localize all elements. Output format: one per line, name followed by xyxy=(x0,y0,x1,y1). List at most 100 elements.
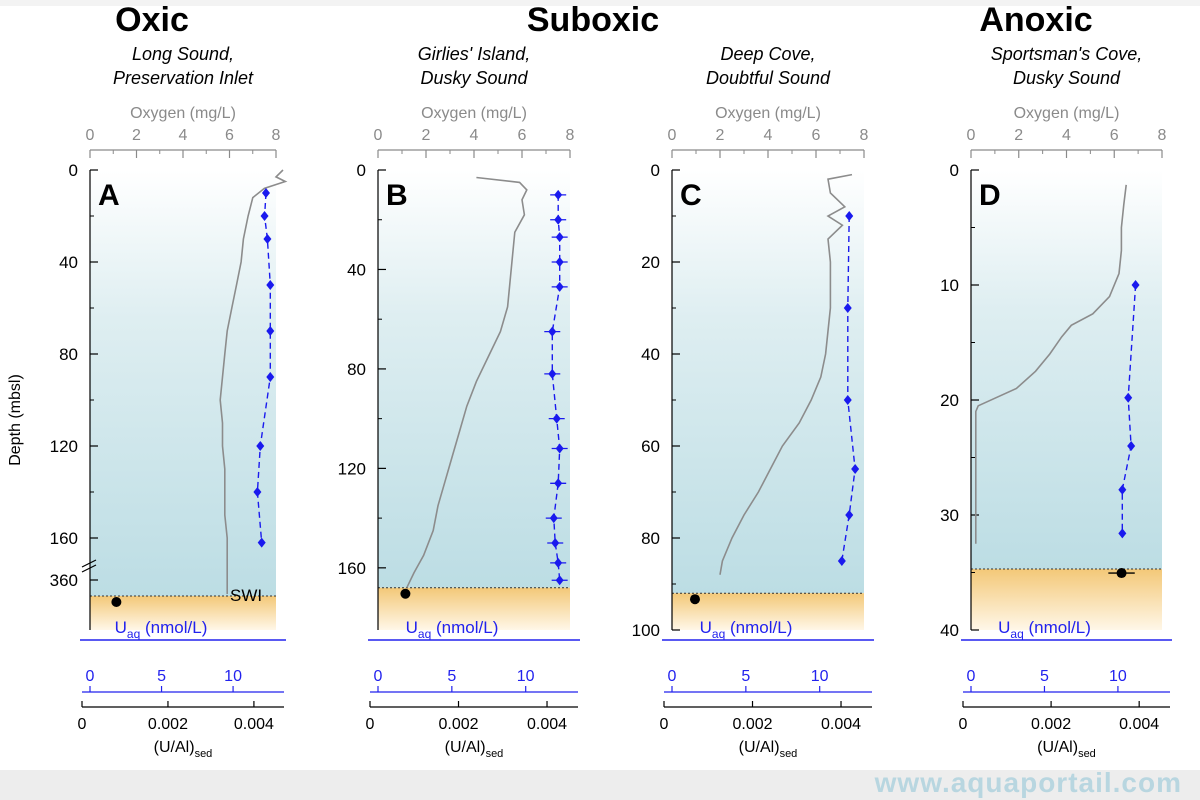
uranium-point xyxy=(554,189,563,200)
uranium-point xyxy=(555,257,564,267)
uranium-point xyxy=(554,557,563,568)
uaq-axis-label-main: U xyxy=(998,618,1010,637)
oxygen-tick-label: 4 xyxy=(1062,127,1071,144)
depth-tick-label: 100 xyxy=(632,621,660,640)
uranium-point xyxy=(554,478,563,489)
uranium-point xyxy=(837,556,846,566)
used-tick-label: 0.002 xyxy=(438,716,478,733)
uranium-point xyxy=(263,234,272,244)
site-name-line2: Dusky Sound xyxy=(420,68,528,88)
depth-tick-label: 40 xyxy=(347,260,366,279)
oxygen-axis-label: Oxygen (mg/L) xyxy=(1014,105,1120,122)
uranium-point xyxy=(551,537,560,548)
site-name-line2: Dusky Sound xyxy=(1013,68,1121,88)
depth-tick-label: 0 xyxy=(950,161,959,180)
oxygen-tick-label: 4 xyxy=(470,127,479,144)
depth-tick-label: 80 xyxy=(59,345,78,364)
uranium-point xyxy=(266,372,275,382)
heading-anoxic: Anoxic xyxy=(979,1,1092,39)
uranium-point xyxy=(843,395,852,405)
panel-letter-d: D xyxy=(979,179,1001,212)
uranium-point xyxy=(1124,392,1133,403)
uranium-point xyxy=(257,537,266,548)
panel-letter-a: A xyxy=(98,179,120,212)
depth-tick-label: 20 xyxy=(641,253,660,272)
sediment-point xyxy=(111,597,122,607)
depth-tick-label: 40 xyxy=(59,253,78,272)
depth-tick-label: 0 xyxy=(651,161,660,180)
oxygen-tick-label: 4 xyxy=(179,127,188,144)
oxygen-tick-label: 6 xyxy=(812,127,821,144)
site-name-line2: Doubtful Sound xyxy=(706,68,831,88)
sediment-layer xyxy=(672,593,864,630)
used-tick-label: 0 xyxy=(959,716,968,733)
depth-tick-label: 160 xyxy=(338,559,366,578)
top-strip xyxy=(0,0,1200,6)
used-axis-label-sub: sed xyxy=(780,748,798,760)
panels: Long Sound, Preservation Inlet Oxygen (mg/… xyxy=(50,44,1172,760)
uaq-tick-label: 0 xyxy=(668,668,677,685)
uaq-axis-label-sub: aq xyxy=(1010,627,1023,641)
used-tick-label: 0.002 xyxy=(148,716,188,733)
uranium-point xyxy=(843,303,852,313)
oxygen-tick-label: 2 xyxy=(422,127,431,144)
oxygen-tick-label: 8 xyxy=(272,127,281,144)
panel-b: Girlies' Island, Dusky Sound Oxygen (mg/L)… xyxy=(338,44,580,760)
used-axis-label-sub: sed xyxy=(195,748,213,760)
used-tick-label: 0 xyxy=(78,716,87,733)
sediment-layer xyxy=(971,569,1162,630)
oxygen-tick-label: 0 xyxy=(86,127,95,144)
uranium-profile-line xyxy=(256,192,271,543)
uaq-tick-label: 0 xyxy=(374,668,383,685)
used-axis-label: (U/Al)sed xyxy=(739,739,798,760)
oxygen-axis-label: Oxygen (mg/L) xyxy=(421,105,527,122)
oxygen-tick-label: 4 xyxy=(764,127,773,144)
uaq-tick-label: 10 xyxy=(517,668,535,685)
panel-letter-c: C xyxy=(680,179,702,212)
uaq-tick-label: 5 xyxy=(741,668,750,685)
uaq-tick-label: 5 xyxy=(447,668,456,685)
uranium-point xyxy=(1118,528,1127,539)
uranium-point xyxy=(845,510,854,520)
used-axis-label-sub: sed xyxy=(486,748,504,760)
oxygen-tick-label: 2 xyxy=(716,127,725,144)
depth-tick-label: 10 xyxy=(940,276,959,295)
used-axis-label-main: (U/Al) xyxy=(739,739,780,756)
sediment-point xyxy=(689,594,700,605)
uranium-point xyxy=(549,513,558,524)
uranium-point xyxy=(266,326,275,336)
uaq-axis-label-unit: (nmol/L) xyxy=(725,618,792,637)
uaq-axis-label-sub: aq xyxy=(127,627,140,641)
oxygen-tick-label: 8 xyxy=(860,127,869,144)
used-tick-label: 0 xyxy=(366,716,375,733)
uaq-tick-label: 10 xyxy=(811,668,829,685)
axis-break-mark xyxy=(81,559,97,568)
depth-tick-label: 0 xyxy=(357,161,366,180)
uaq-axis-label-unit: (nmol/L) xyxy=(1024,618,1091,637)
uranium-point xyxy=(555,575,564,586)
uranium-point xyxy=(256,441,265,451)
used-axis-label-sub: sed xyxy=(1078,748,1096,760)
uranium-point xyxy=(548,368,557,379)
oxygen-tick-label: 6 xyxy=(225,127,234,144)
oxygen-profile-line xyxy=(719,173,853,575)
uranium-point xyxy=(260,211,269,221)
depth-axis-label: Depth (mbsl) xyxy=(7,374,24,466)
site-name-line1: Long Sound, xyxy=(132,44,234,64)
used-tick-label: 0.004 xyxy=(234,716,274,733)
depth-tick-label: 0 xyxy=(69,161,78,180)
oxygen-tick-label: 8 xyxy=(1158,127,1167,144)
oxygen-profile-line xyxy=(406,176,528,589)
used-axis-label-main: (U/Al) xyxy=(154,739,195,756)
sediment-point xyxy=(1116,568,1127,579)
heading-oxic: Oxic xyxy=(115,1,189,39)
oxygen-axis-label: Oxygen (mg/L) xyxy=(715,105,821,122)
oxygen-tick-label: 2 xyxy=(1014,127,1023,144)
used-tick-label: 0.004 xyxy=(821,716,861,733)
water-column xyxy=(378,170,570,588)
used-axis-label: (U/Al)sed xyxy=(1037,739,1096,760)
axis-break-mark xyxy=(81,564,97,573)
site-name-line2: Preservation Inlet xyxy=(113,68,254,88)
swi-label: SWI xyxy=(230,586,262,605)
depth-tick-label: 30 xyxy=(940,506,959,525)
